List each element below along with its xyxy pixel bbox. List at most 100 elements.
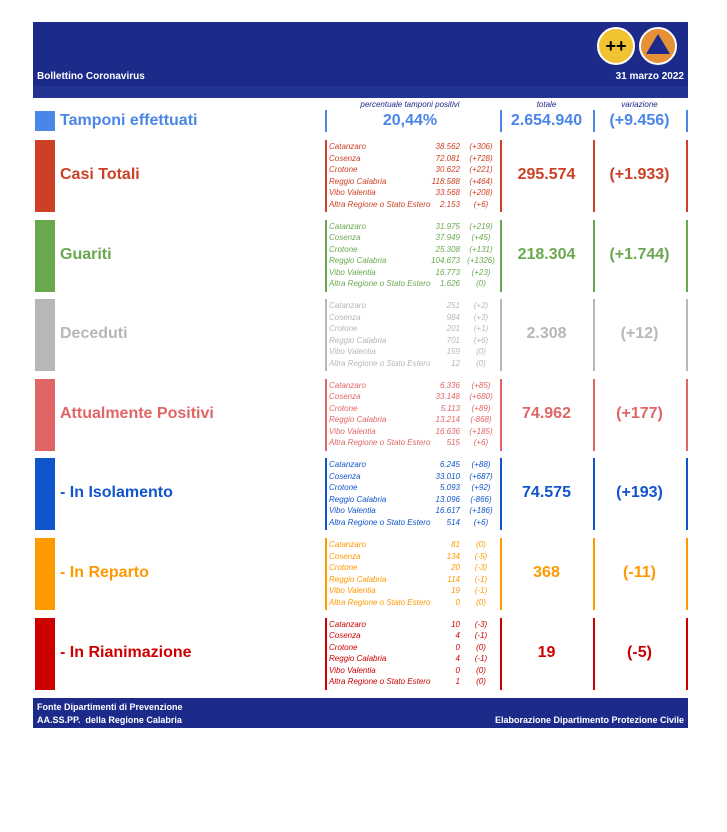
col-header: totale <box>536 100 557 109</box>
divider <box>325 140 327 212</box>
area-name: Altra Regione o Stato Estero <box>329 517 431 527</box>
area-value: 5.113 <box>440 403 460 413</box>
area-name: Cosenza <box>329 312 361 322</box>
total: 295.574 <box>517 166 576 183</box>
area-value: 16.773 <box>435 267 460 277</box>
area-delta: (-3) <box>474 619 488 629</box>
divider <box>593 458 595 531</box>
area-name: Crotone <box>329 642 358 652</box>
divider <box>686 617 688 690</box>
area-value: 104.673 <box>431 256 460 266</box>
area-name: Cosenza <box>329 631 361 641</box>
area-delta: (+6) <box>473 335 489 345</box>
area-delta: (+45) <box>471 233 491 243</box>
divider <box>325 299 327 372</box>
area-delta: (+687) <box>469 471 493 481</box>
area-name: Vibo Valentia <box>329 188 376 197</box>
area-value: 31.975 <box>435 221 460 231</box>
area-name: Crotone <box>329 324 358 334</box>
area-value: 20 <box>451 563 460 572</box>
footer-band <box>33 698 688 728</box>
divider <box>325 617 327 690</box>
variation: (+12) <box>620 325 659 343</box>
area-name: Altra Regione o Stato Estero <box>329 438 431 448</box>
divider <box>593 617 595 690</box>
divider <box>686 458 688 531</box>
col-header: percentuale tamponi positivi <box>360 100 460 109</box>
area-value: 0 <box>455 642 460 652</box>
area-delta: (+1326) <box>467 256 495 266</box>
area-value: 38.562 <box>435 142 460 151</box>
area-delta: (+221) <box>469 165 493 174</box>
area-value: 25.308 <box>435 244 460 254</box>
area-name: Crotone <box>329 563 358 572</box>
section-label: Attualmente Positivi <box>60 404 214 422</box>
area-value: 33.148 <box>435 392 460 402</box>
area-value: 10 <box>451 619 460 629</box>
area-name: Cosenza <box>329 153 361 163</box>
color-bar <box>35 538 55 610</box>
area-value: 81 <box>451 540 460 549</box>
divider <box>500 538 502 610</box>
color-bar <box>35 219 55 292</box>
area-name: Altra Regione o Stato Estero <box>329 597 431 607</box>
divider <box>325 219 327 292</box>
variation: (+177) <box>616 404 663 422</box>
area-delta: (+23) <box>471 267 491 277</box>
area-delta: (+85) <box>471 380 491 390</box>
area-delta: (+2) <box>473 301 489 311</box>
area-delta: (-1) <box>474 631 488 641</box>
area-value: 72.081 <box>435 153 460 163</box>
divider <box>686 140 688 212</box>
divider <box>500 617 502 690</box>
variation: (+1.933) <box>609 166 670 183</box>
area-delta: (+6) <box>473 199 489 209</box>
section-label: - In Isolamento <box>60 484 173 502</box>
section-label: Deceduti <box>60 325 128 343</box>
area-value: 6.245 <box>439 460 460 470</box>
variation: (+1.744) <box>609 245 670 263</box>
area-value: 114 <box>447 574 460 584</box>
variation: (+9.456) <box>609 112 670 129</box>
area-name: Catanzaro <box>329 221 366 231</box>
area-value: 1.626 <box>439 279 460 289</box>
area-value: 701 <box>446 335 460 345</box>
area-delta: (0) <box>476 279 486 289</box>
color-bar <box>35 458 55 531</box>
row-label: Tamponi effettuati <box>60 112 198 129</box>
area-name: Cosenza <box>329 233 361 243</box>
area-name: Catanzaro <box>329 142 366 151</box>
area-name: Altra Regione o Stato Estero <box>329 677 431 687</box>
area-delta: (+1) <box>473 324 489 334</box>
area-value: 4 <box>455 631 460 641</box>
divider <box>593 140 595 212</box>
area-value: 4 <box>455 654 460 664</box>
area-delta: (+219) <box>469 221 493 231</box>
divider <box>325 538 327 610</box>
area-delta: (+6) <box>473 517 489 527</box>
section-label: Guariti <box>60 245 112 263</box>
logos: ++ <box>597 27 677 65</box>
divider <box>593 299 595 372</box>
area-name: Altra Regione o Stato Estero <box>329 358 431 368</box>
area-delta: (+306) <box>469 142 493 151</box>
section-label: Casi Totali <box>60 166 140 183</box>
area-name: Vibo Valentia <box>329 506 376 516</box>
area-name: Vibo Valentia <box>329 347 376 357</box>
area-value: 33.568 <box>435 188 460 197</box>
footer-source: AA.SS.PP. della Regione Calabria <box>37 715 182 725</box>
area-value: 159 <box>446 347 460 357</box>
divider <box>593 110 595 132</box>
header-band <box>33 22 688 86</box>
divider <box>500 458 502 531</box>
area-name: Reggio Calabria <box>329 415 387 425</box>
area-delta: (0) <box>476 358 486 368</box>
divider <box>686 299 688 372</box>
total: 74.962 <box>522 404 571 422</box>
divider <box>500 110 502 132</box>
divider <box>500 140 502 212</box>
footer-source: Fonte Dipartimenti di Prevenzione <box>37 702 183 712</box>
area-delta: (0) <box>476 677 486 687</box>
area-name: Cosenza <box>329 551 361 561</box>
